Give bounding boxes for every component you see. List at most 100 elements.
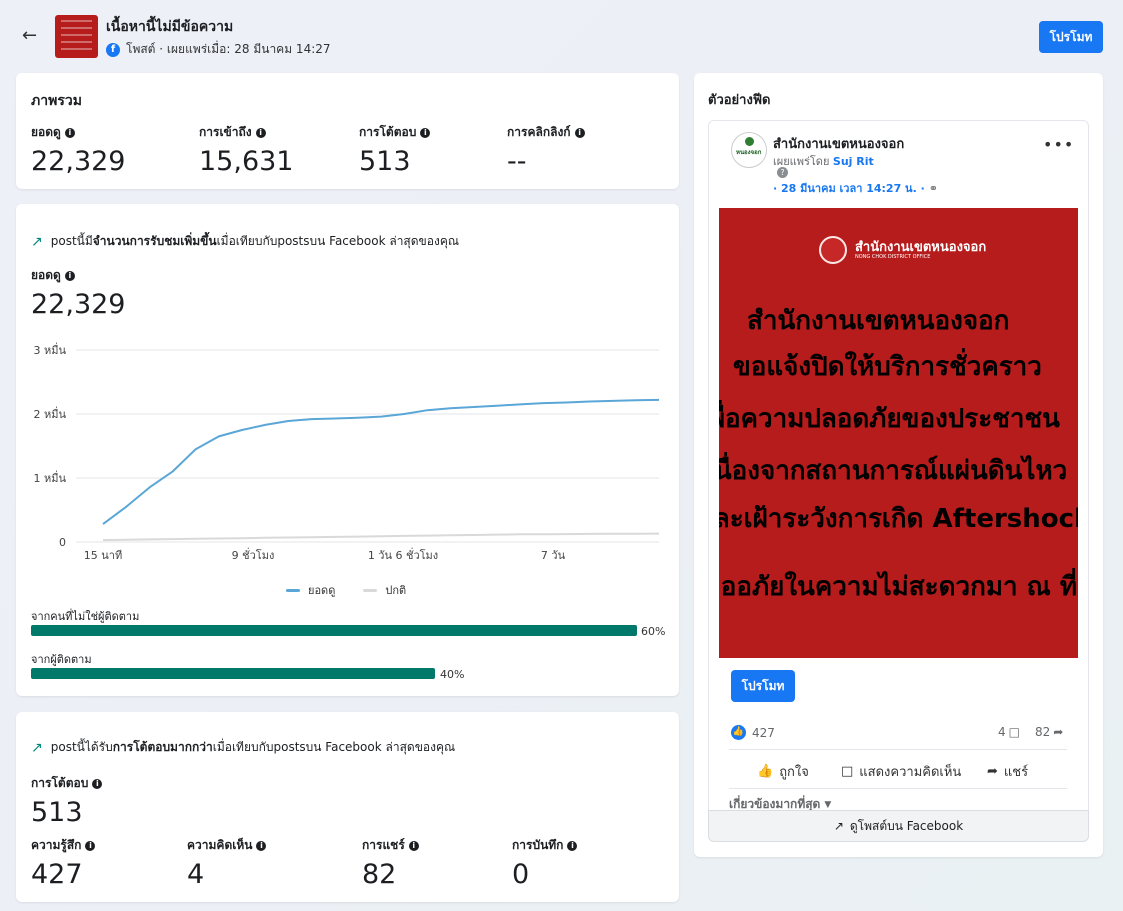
- help-icon[interactable]: ?: [777, 167, 788, 178]
- info-icon[interactable]: i: [574, 127, 585, 138]
- page-avatar[interactable]: หนองจอก: [731, 132, 767, 168]
- comments-count-group[interactable]: 4 □: [998, 725, 1020, 739]
- view-on-facebook-button[interactable]: ↗ ดูโพสต์บน Facebook: [708, 810, 1089, 842]
- series-line-normal[interactable]: [102, 532, 660, 542]
- share-icon: ➦: [1053, 725, 1064, 739]
- info-icon[interactable]: i: [567, 840, 578, 851]
- info-icon[interactable]: i: [256, 840, 267, 851]
- series-line-views[interactable]: [102, 398, 660, 525]
- metric-value: 0: [512, 859, 530, 890]
- post-timestamp-text: · 28 มีนาคม เวลา 14:27 น. ·: [773, 182, 925, 195]
- thumb-up-icon: 👍: [757, 764, 774, 779]
- org-name-en: NONG CHOK DISTRICT OFFICE: [855, 254, 931, 260]
- y-tick-label: 0: [59, 536, 66, 549]
- legend-item-normal[interactable]: ปกติ: [363, 581, 406, 599]
- back-arrow-icon[interactable]: ←: [22, 25, 38, 46]
- metric-engagement: การโต้ตอบ i 513: [359, 123, 431, 177]
- reactions-summary[interactable]: 👍 427: [731, 725, 775, 740]
- x-tick-label: 1 วัน 6 ชั่วโมง: [368, 547, 438, 562]
- chart-legend: ยอดดู ปกติ: [286, 581, 406, 599]
- divider: [729, 788, 1067, 789]
- audience-percent: 60%: [641, 625, 666, 638]
- metric-value: 513: [31, 797, 83, 828]
- y-tick-label: 1 หมื่น: [33, 470, 66, 485]
- metric-label: ความคิดเห็น: [187, 838, 253, 852]
- metric-link-clicks: การคลิกลิงก์ i --: [507, 123, 585, 177]
- audience-bar: [31, 625, 1041, 636]
- metric-label: ยอดดู: [31, 268, 61, 282]
- like-label: ถูกใจ: [779, 765, 809, 780]
- caret-down-icon: ▼: [824, 799, 832, 810]
- y-tick-label: 3 หมื่น: [33, 342, 66, 357]
- info-icon[interactable]: i: [92, 778, 103, 789]
- published-by-prefix: เผยแพร่โดย: [773, 155, 830, 168]
- views-chart: 0 1 หมื่น 2 หมื่น 3 หมื่น 15 นาที 9 ชั่วโมง 1 …: [33, 342, 660, 562]
- views-card: ↗ postนี้มีจำนวนการรับชมเพิ่มขึ้นเมื่อเท…: [16, 204, 679, 696]
- x-tick-label: 9 ชั่วโมง: [232, 547, 275, 562]
- metric-value: 22,329: [31, 146, 126, 177]
- views-metric: ยอดดู i 22,329: [31, 266, 125, 320]
- globe-icon: ⚭: [928, 181, 938, 195]
- image-line: เนื่องจากสถานการณ์แผ่นดินไหว: [719, 456, 1068, 486]
- feed-post: หนองจอก สำนักงานเขตหนองจอก เผยแพร่โดย Su…: [708, 120, 1089, 820]
- comment-action[interactable]: □ แสดงความคิดเห็น: [841, 761, 961, 782]
- y-tick-label: 2 หมื่น: [33, 406, 66, 421]
- external-link-icon: ↗: [833, 819, 844, 833]
- metric-value: 4: [187, 859, 205, 890]
- info-icon[interactable]: i: [408, 840, 419, 851]
- comment-sort-label: เกี่ยวข้องมากที่สุด: [729, 797, 821, 811]
- audience-percent: 40%: [440, 668, 465, 681]
- page-name[interactable]: สำนักงานเขตหนองจอก: [773, 137, 905, 152]
- metric-value: 427: [31, 859, 83, 890]
- trending-up-icon: ↗: [31, 739, 43, 756]
- overview-card: ภาพรวม ยอดดู i 22,329 การเข้าถึง i 15,631 …: [16, 73, 679, 189]
- likes-count: 427: [752, 725, 775, 740]
- post-thumbnail: [55, 15, 98, 58]
- info-icon[interactable]: i: [64, 127, 75, 138]
- metric-value: 82: [362, 859, 397, 890]
- view-on-facebook-label: ดูโพสต์บน Facebook: [849, 818, 964, 833]
- metric-value: 15,631: [199, 146, 294, 177]
- metric-label: การโต้ตอบ: [359, 125, 417, 139]
- org-logo-icon: [819, 236, 847, 264]
- more-dots-icon[interactable]: •••: [1043, 135, 1075, 154]
- post-title: เนื้อหานี้ไม่มีข้อความ: [106, 19, 234, 35]
- post-meta: โพสต์ · เผยแพร่เมื่อ: 28 มีนาคม 14:27: [126, 42, 331, 56]
- post-timestamp[interactable]: · 28 มีนาคม เวลา 14:27 น. · ⚭: [773, 179, 938, 197]
- x-tick-label: 15 นาที: [84, 549, 122, 562]
- metric-value: --: [507, 146, 527, 177]
- info-icon[interactable]: i: [420, 127, 431, 138]
- info-icon[interactable]: i: [255, 127, 266, 138]
- metric-views: ยอดดู i 22,329: [31, 123, 125, 177]
- published-by: เผยแพร่โดย Suj Rit: [773, 152, 874, 170]
- share-icon: ➦: [987, 764, 998, 779]
- shares-count-group[interactable]: 82 ➦: [1035, 725, 1063, 739]
- legend-label: ยอดดู: [308, 584, 336, 597]
- comments-count: 4: [998, 725, 1006, 739]
- trend-suffix: เมื่อเทียบกับpostsบน Facebook ล่าสุดของค…: [212, 740, 456, 754]
- metric-value: 513: [359, 146, 411, 177]
- audience-bar-fill: [31, 625, 637, 636]
- trend-suffix: เมื่อเทียบกับpostsบน Facebook ล่าสุดของค…: [216, 234, 459, 248]
- info-icon[interactable]: i: [85, 840, 96, 851]
- promote-button[interactable]: โปรโมท: [1039, 21, 1103, 53]
- comment-sort[interactable]: เกี่ยวข้องมากที่สุด ▼: [729, 795, 831, 814]
- like-action[interactable]: 👍 ถูกใจ: [757, 761, 809, 782]
- metric-label: การโต้ตอบ: [31, 776, 89, 790]
- feed-preview-title: ตัวอย่างฟีด: [708, 93, 771, 108]
- engagement-card: ↗ postนี้ได้รับการโต้ตอบมากกว่าเมื่อเทีย…: [16, 712, 679, 902]
- post-subtitle: f โพสต์ · เผยแพร่เมื่อ: 28 มีนาคม 14:27: [106, 40, 331, 59]
- metric-label: การแชร์: [362, 838, 405, 852]
- legend-item-views[interactable]: ยอดดู: [286, 581, 335, 599]
- audience-bar-fill: [31, 668, 435, 679]
- engagement-trend: ↗ postนี้ได้รับการโต้ตอบมากกว่าเมื่อเทีย…: [31, 738, 455, 757]
- info-icon[interactable]: i: [64, 270, 75, 281]
- trend-bold: การโต้ตอบมากกว่า: [112, 740, 213, 754]
- published-by-name[interactable]: Suj Rit: [832, 155, 874, 168]
- trend-bold: จำนวนการรับชมเพิ่มขึ้น: [92, 234, 217, 248]
- share-action[interactable]: ➦ แชร์: [987, 761, 1028, 782]
- metric-comments: ความคิดเห็น i 4: [187, 836, 267, 890]
- avatar-text: หนองจอก: [736, 149, 762, 156]
- post-promote-button[interactable]: โปรโมท: [731, 670, 795, 702]
- facebook-icon: f: [106, 42, 120, 57]
